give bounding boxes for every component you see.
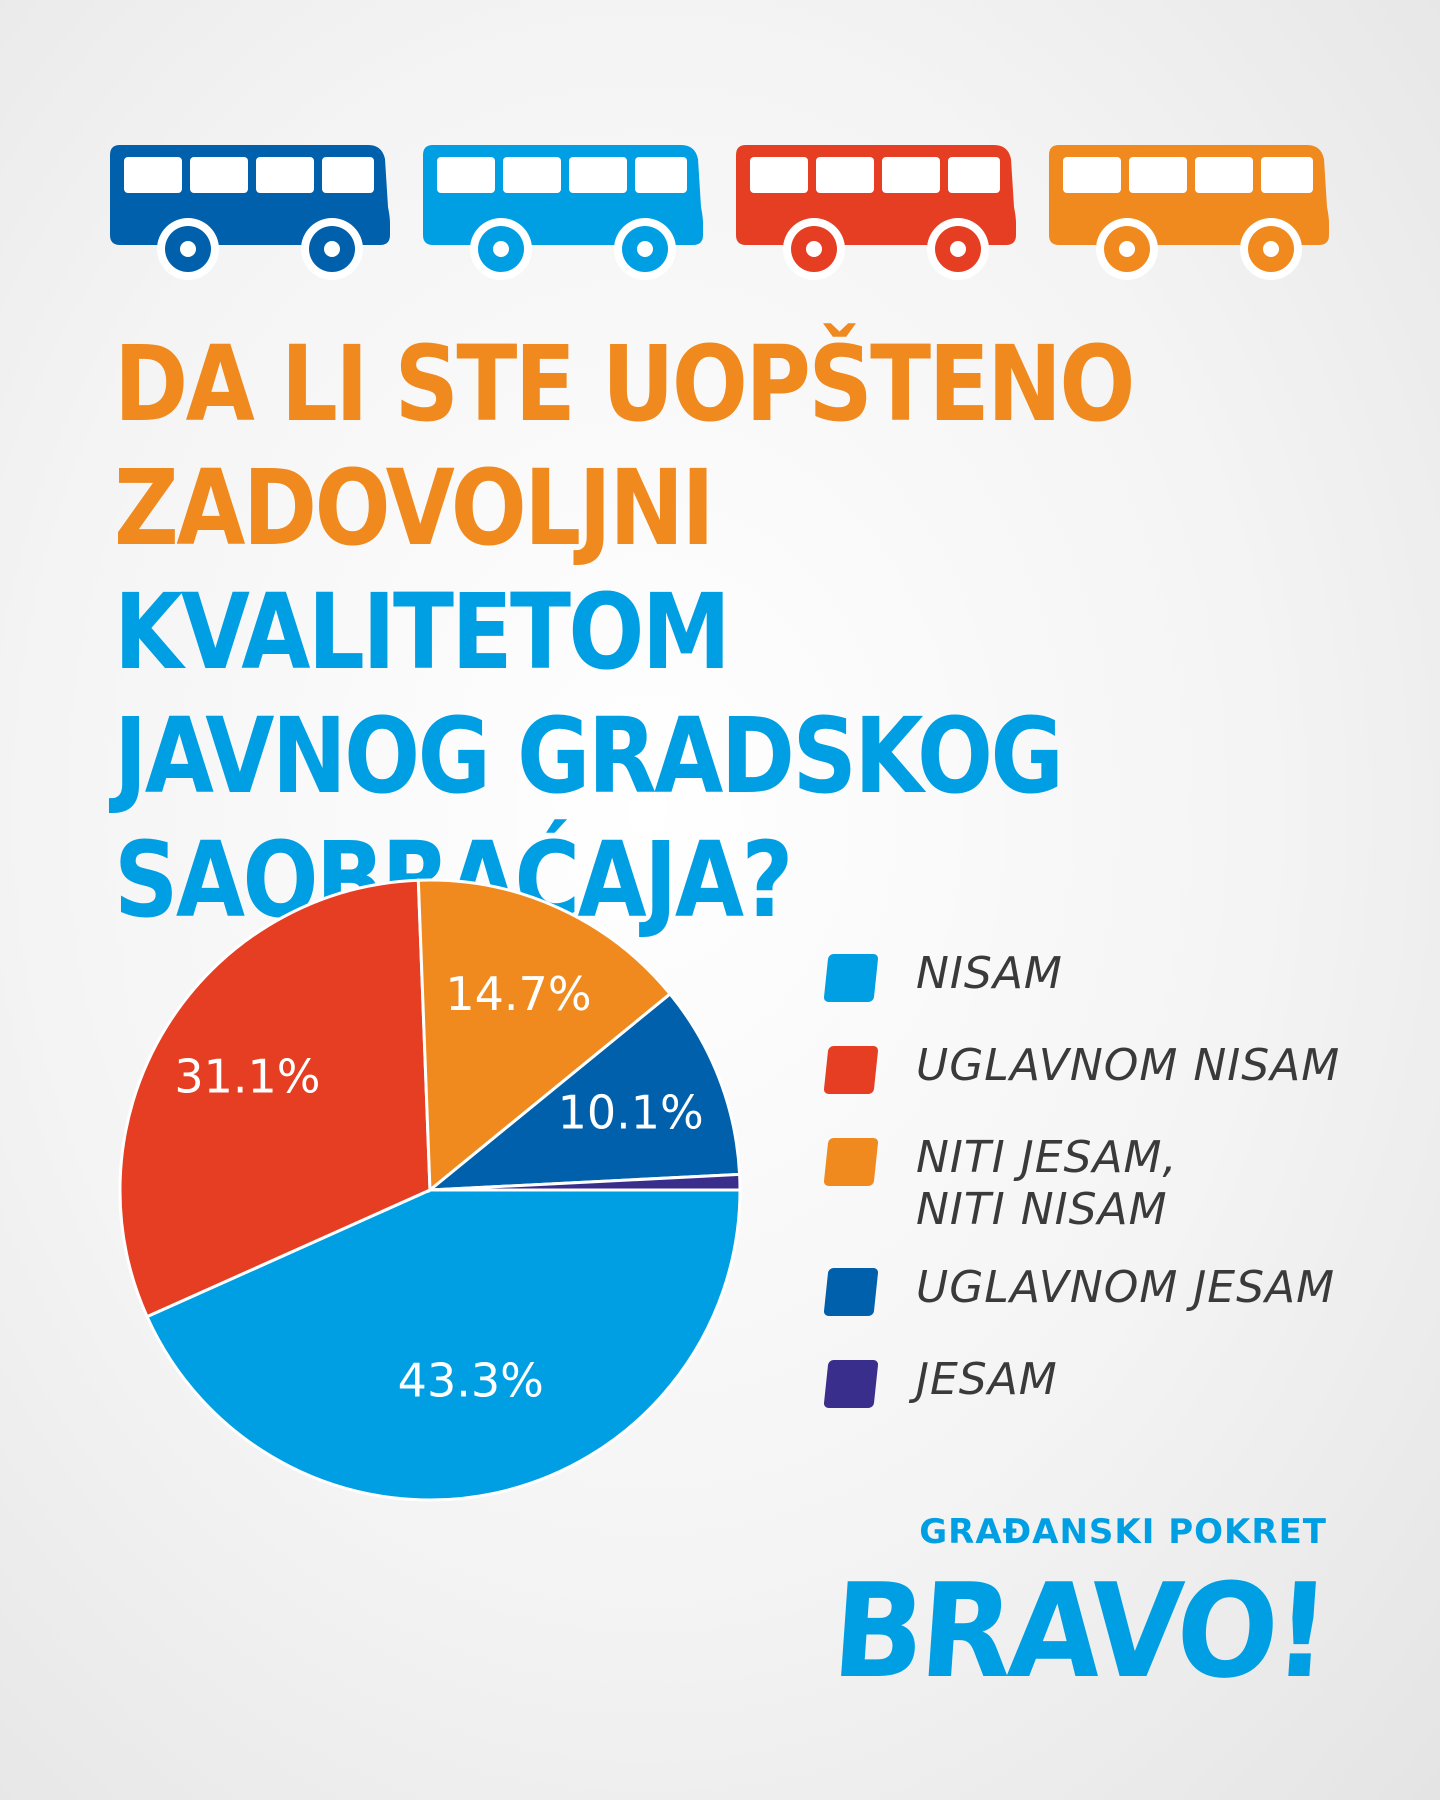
brand-subtitle: GRAĐANSKI POKRET: [919, 1512, 1327, 1552]
legend-swatch: [823, 1046, 879, 1094]
legend-label: NITI JESAM, NITI NISAM: [916, 1132, 1178, 1235]
legend-label: UGLAVNOM JESAM: [916, 1262, 1336, 1313]
bus-icon: [423, 145, 703, 280]
pie-slice-uglavnom-jesam: [425, 991, 742, 1192]
bus-icon: [736, 145, 1016, 280]
pie-slice-jesam: [429, 1172, 742, 1192]
pie-slice-uglavnom-nisam: [118, 878, 432, 1319]
legend-swatch: [823, 1138, 879, 1186]
title-line-3: JAVNOG GRADSKOG: [114, 695, 1064, 817]
pie-value-label: 14.7%: [445, 967, 591, 1021]
pie-slice-nisam: [145, 1188, 742, 1502]
pie-slice-niti-jesam-niti-nisam: [416, 878, 673, 1194]
legend-swatch: [823, 1360, 879, 1408]
legend-label: JESAM: [916, 1354, 1058, 1405]
legend-label: UGLAVNOM NISAM: [916, 1040, 1341, 1091]
title-line-2-blue: KVALITETOM: [114, 571, 731, 693]
page-title: DA LI STE UOPŠTENO ZADOVOLJNI KVALITETOM…: [114, 322, 1198, 942]
bus-icon: [1049, 145, 1329, 280]
pie-value-label: 43.3%: [398, 1354, 544, 1408]
legend-swatch: [823, 954, 879, 1002]
legend-swatch: [823, 1268, 879, 1316]
pie-chart: 43.3% 31.1% 14.7% 10.1%: [118, 878, 742, 1502]
brand-logo: BRAVO!: [827, 1555, 1331, 1707]
title-line-2-orange: ZADOVOLJNI: [114, 447, 715, 569]
bus-icons-row: [110, 145, 1329, 280]
title-line-1: DA LI STE UOPŠTENO: [114, 323, 1135, 445]
pie-value-label: 10.1%: [558, 1086, 704, 1140]
legend-label: NISAM: [916, 948, 1063, 999]
pie-value-label: 31.1%: [174, 1050, 320, 1104]
bus-icon: [110, 145, 390, 280]
